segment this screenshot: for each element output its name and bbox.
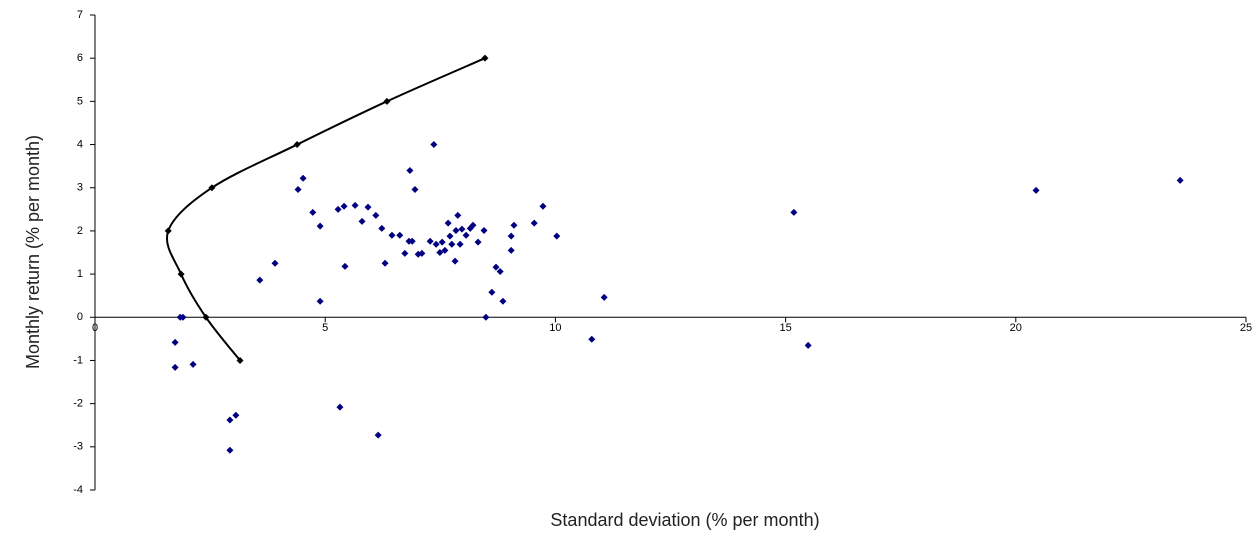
y-tick-label: -4 [73,484,83,496]
point [458,226,465,233]
point [172,364,179,371]
point [482,314,489,321]
y-tick-label: 4 [77,138,83,150]
point [452,258,459,265]
y-tick-label: -1 [73,354,83,366]
point [601,294,608,301]
point [493,264,500,271]
point [165,227,172,234]
point [446,233,453,240]
point [406,167,413,174]
point [226,417,233,424]
y-tick-label: 1 [77,268,83,280]
point [295,186,302,193]
x-tick-label: 25 [1240,322,1252,334]
point [359,218,366,225]
point [497,268,504,275]
chart: Standard deviation (% per month) Monthly… [0,0,1259,537]
point [375,432,382,439]
point [272,260,279,267]
point [335,206,342,213]
x-tick-label: 10 [549,322,561,334]
point [463,232,470,239]
y-tick-label: -2 [73,398,83,410]
point [317,223,324,230]
point [427,238,434,245]
point [588,336,595,343]
point [499,298,506,305]
y-tick-label: 2 [77,225,83,237]
point [481,55,488,62]
point [531,220,538,227]
point [805,342,812,349]
y-tick-label: 5 [77,95,83,107]
point [430,141,437,148]
point [226,447,233,454]
point [508,233,515,240]
point [454,212,461,219]
point [433,241,440,248]
point [341,263,348,270]
point [382,260,389,267]
point [475,239,482,246]
point [439,239,446,246]
point [1033,187,1040,194]
x-tick-label: 0 [92,322,98,334]
point [341,203,348,210]
point [190,361,197,368]
point [309,209,316,216]
y-tick-label: 0 [77,311,83,323]
x-tick-label: 5 [322,322,328,334]
point [365,204,372,211]
point [352,202,359,209]
y-tick-label: 6 [77,52,83,64]
point [378,225,385,232]
point [388,232,395,239]
point [452,227,459,234]
point [172,339,179,346]
y-tick-label: -3 [73,441,83,453]
point [383,98,390,105]
point [488,289,495,296]
point [448,241,455,248]
point [178,271,185,278]
point [445,220,452,227]
point [457,241,464,248]
point [539,203,546,210]
point [553,233,560,240]
y-tick-label: 3 [77,182,83,194]
point [396,232,403,239]
point [336,404,343,411]
point [256,277,263,284]
point [481,227,488,234]
point [372,212,379,219]
y-axis-title: Monthly return (% per month) [23,135,43,369]
point [317,298,324,305]
point [510,222,517,229]
x-tick-label: 15 [779,322,791,334]
x-tick-label: 20 [1010,322,1022,334]
point [300,175,307,182]
y-tick-label: 7 [77,9,83,21]
frontier-line [167,58,485,360]
point [232,412,239,419]
point [294,141,301,148]
point [1177,177,1184,184]
point [508,247,515,254]
point [790,209,797,216]
x-axis-title: Standard deviation (% per month) [550,510,819,530]
point [401,250,408,257]
point [411,186,418,193]
